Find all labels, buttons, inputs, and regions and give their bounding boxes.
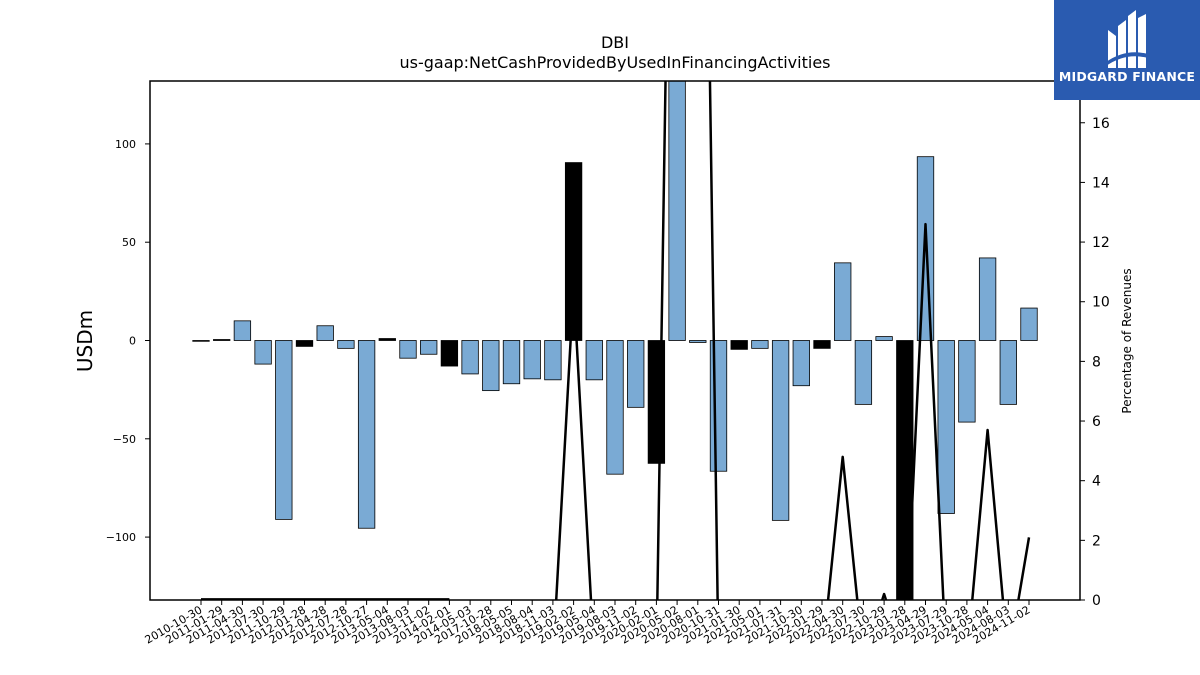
y-tick-label: −100 [106, 531, 136, 544]
y-tick-label: 100 [115, 138, 136, 151]
bar-2019-02-02 [564, 162, 583, 341]
y2-tick-label: 0 [1092, 593, 1101, 609]
y2-tick-label: 10 [1092, 295, 1110, 311]
bar-2022-10-29 [875, 336, 893, 341]
bar-2022-01-29 [813, 340, 831, 349]
bar-2023-07-29 [937, 340, 955, 514]
bar-2012-01-28 [295, 340, 314, 347]
bar-2010-10-30 [192, 340, 210, 342]
bar-2011-10-29 [275, 340, 293, 520]
y-tick-label: 0 [129, 335, 136, 348]
bar-2014-05-03 [461, 340, 479, 375]
bar-2013-08-03 [399, 340, 417, 359]
bar-2011-07-30 [254, 340, 272, 365]
bar-2024-08-03 [999, 340, 1017, 405]
y2-tick-label: 16 [1092, 116, 1110, 132]
bar-2021-01-30 [730, 340, 748, 350]
bar-2022-07-30 [854, 340, 873, 405]
bar-2020-10-31 [709, 340, 728, 472]
midgard-logo-icon [1106, 10, 1148, 68]
bar-2012-10-27 [357, 340, 376, 529]
percentage-line-segment [826, 222, 1031, 600]
bar-2021-10-30 [792, 340, 810, 387]
bar-2018-05-05 [502, 340, 521, 385]
bar-2023-10-28 [958, 340, 976, 423]
percentage-line-segment [554, 285, 593, 600]
chart-title: DBI [601, 33, 629, 52]
bar-2022-04-30 [834, 262, 852, 341]
bar-2019-05-04 [585, 340, 603, 381]
bar-2019-08-03 [606, 340, 624, 475]
y2-axis-label: Percentage of Revenues [1120, 268, 1134, 413]
bar-2017-10-28 [482, 340, 500, 392]
bar-2021-05-01 [751, 340, 769, 349]
bar-2021-07-31 [771, 340, 790, 521]
bar-2020-05-02 [668, 81, 686, 341]
y2-tick-label: 8 [1092, 354, 1101, 370]
percentage-line-segment [656, 81, 719, 600]
bar-2012-04-28 [316, 325, 334, 341]
bar-2024-11-02 [1020, 307, 1038, 341]
y-tick-label: −50 [113, 433, 136, 446]
y2-tick-label: 14 [1092, 175, 1110, 191]
y-axis-label: USDm [73, 310, 97, 372]
y2-tick-label: 6 [1092, 414, 1101, 430]
bar-2013-11-02 [420, 340, 438, 355]
brand-name: MIDGARD FINANCE [1058, 69, 1196, 84]
bar-2024-05-04 [978, 257, 997, 341]
bar-2014-02-01 [440, 340, 459, 367]
y2-tick-label: 2 [1092, 533, 1101, 549]
brand-panel: MIDGARD FINANCE [1054, 0, 1200, 100]
bar-2012-07-28 [337, 340, 355, 349]
y2-tick-label: 4 [1092, 474, 1101, 490]
bar-2020-08-01 [689, 340, 707, 343]
bar-2018-11-03 [544, 340, 562, 381]
y2-tick-label: 12 [1092, 235, 1110, 251]
bar-2013-05-04 [378, 338, 396, 341]
y-tick-label: 50 [122, 236, 136, 249]
bar-2018-08-04 [523, 340, 541, 380]
bar-2011-01-29 [213, 339, 231, 341]
chart-subtitle: us-gaap:NetCashProvidedByUsedInFinancing… [399, 53, 830, 72]
bar-2019-11-02 [627, 340, 645, 408]
bar-2011-04-30 [233, 320, 252, 341]
